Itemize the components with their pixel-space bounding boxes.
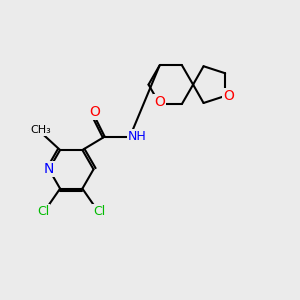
Text: O: O: [89, 105, 100, 119]
Text: Cl: Cl: [93, 205, 105, 218]
Text: CH₃: CH₃: [30, 125, 51, 135]
Text: NH: NH: [128, 130, 146, 143]
Text: O: O: [154, 95, 165, 110]
Text: Cl: Cl: [37, 205, 49, 218]
Text: N: N: [44, 162, 54, 176]
Text: O: O: [223, 89, 234, 103]
